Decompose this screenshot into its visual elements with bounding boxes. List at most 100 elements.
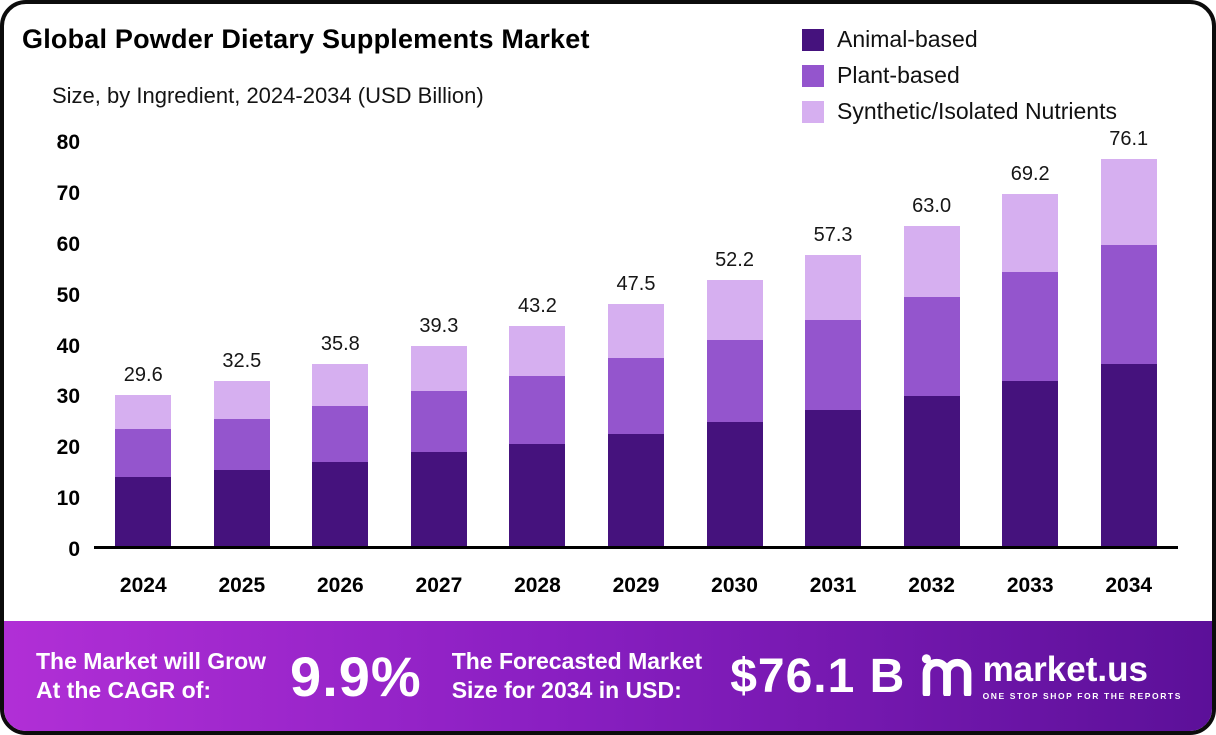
y-tick-label: 40 bbox=[56, 334, 80, 358]
bar-segment bbox=[903, 225, 960, 297]
bar-total-label: 76.1 bbox=[1109, 127, 1149, 150]
stacked-bar bbox=[115, 395, 172, 546]
stacked-bar bbox=[509, 326, 566, 546]
bar-total-label: 57.3 bbox=[813, 223, 853, 246]
stacked-bar bbox=[706, 280, 763, 546]
forecast-label-line2: Size for 2034 in USD: bbox=[451, 677, 682, 703]
y-tick-label: 70 bbox=[56, 181, 80, 205]
bar-total-label: 39.3 bbox=[419, 315, 459, 338]
bar-segment bbox=[509, 444, 566, 546]
forecast-label: The Forecasted Market Size for 2034 in U… bbox=[452, 647, 703, 706]
bar-segment bbox=[607, 434, 664, 546]
y-tick-label: 10 bbox=[56, 487, 80, 511]
bar-segment bbox=[312, 363, 369, 407]
bar-segment bbox=[706, 422, 763, 546]
bar-segment bbox=[805, 410, 862, 546]
x-axis-label: 2030 bbox=[711, 574, 758, 597]
bar-total-label: 43.2 bbox=[517, 295, 557, 318]
bar-column-2032: 63.0 2032 bbox=[882, 139, 981, 597]
y-tick-label: 20 bbox=[56, 436, 80, 460]
bar-total-label: 69.2 bbox=[1010, 162, 1050, 185]
bar-column-2031: 57.3 2031 bbox=[784, 139, 883, 597]
bar-segment bbox=[1002, 193, 1059, 273]
bar-segment bbox=[1100, 364, 1157, 546]
bar-segment bbox=[312, 406, 369, 463]
x-axis-label: 2028 bbox=[514, 574, 561, 597]
bar-segment bbox=[903, 296, 960, 396]
x-axis-label: 2025 bbox=[218, 574, 266, 597]
cagr-label-line1: The Market will Grow bbox=[36, 647, 267, 674]
chart-header: Global Powder Dietary Supplements Market… bbox=[4, 4, 1212, 125]
bar-column-2029: 47.5 2029 bbox=[587, 139, 686, 597]
y-tick-label: 80 bbox=[56, 131, 80, 154]
plot-area: 29.6 2024 32.5 2025 35.8 2026 39.3 2027 43.2 2028… bbox=[94, 128, 1178, 597]
legend-label: Synthetic/Isolated Nutrients bbox=[837, 98, 1117, 124]
bar-segment bbox=[805, 254, 862, 320]
bar-segment bbox=[509, 326, 566, 376]
bar-segment bbox=[706, 280, 763, 340]
bar-segment bbox=[805, 319, 862, 411]
x-axis-label: 2031 bbox=[809, 574, 857, 597]
stacked-bar bbox=[805, 254, 862, 546]
stacked-bar bbox=[410, 346, 467, 546]
bar-total-label: 29.6 bbox=[123, 364, 163, 387]
bar-segment bbox=[312, 462, 369, 546]
bar-column-2026: 35.8 2026 bbox=[291, 139, 390, 597]
bar-total-label: 63.0 bbox=[912, 194, 952, 217]
legend-item-plant-based: Plant-based bbox=[802, 62, 1182, 89]
bar-segment bbox=[213, 418, 270, 470]
bar-segment bbox=[115, 477, 172, 546]
bar-segment bbox=[213, 380, 270, 419]
bar-segment bbox=[706, 339, 763, 423]
y-tick-label: 30 bbox=[56, 385, 80, 409]
brand-text: market.us ONE STOP SHOP FOR THE REPORTS bbox=[983, 652, 1182, 701]
bar-segment bbox=[509, 375, 566, 445]
bar-total-label: 35.8 bbox=[320, 332, 360, 355]
bar-segment bbox=[213, 469, 270, 546]
x-axis-label: 2033 bbox=[1006, 574, 1054, 597]
stacked-bar bbox=[312, 363, 369, 546]
legend: Animal-based Plant-based Synthetic/Isola… bbox=[802, 24, 1182, 125]
chart-title: Global Powder Dietary Supplements Market bbox=[22, 24, 590, 54]
forecast-label-line1: The Forecasted Market bbox=[451, 647, 703, 674]
legend-label: Plant-based bbox=[837, 62, 960, 88]
bar-segment bbox=[410, 451, 467, 546]
bar-segment bbox=[1100, 244, 1157, 365]
bar-total-label: 52.2 bbox=[715, 249, 754, 272]
chart-subtitle: Size, by Ingredient, 2024-2034 (USD Bill… bbox=[52, 83, 484, 108]
bar-segment bbox=[410, 390, 467, 452]
x-axis-label: 2026 bbox=[316, 574, 364, 597]
bar-segment bbox=[1002, 272, 1059, 381]
x-axis-label: 2032 bbox=[908, 574, 955, 597]
stacked-bar bbox=[213, 380, 270, 546]
legend-item-animal-based: Animal-based bbox=[802, 26, 1182, 53]
brand: market.us ONE STOP SHOP FOR THE REPORTS bbox=[921, 652, 1182, 701]
bar-column-2034: 76.1 2034 bbox=[1079, 128, 1178, 597]
bar-total-label: 32.5 bbox=[222, 349, 262, 372]
x-axis-label: 2034 bbox=[1105, 574, 1153, 597]
y-axis: 0 10 20 30 40 50 60 70 80 bbox=[16, 132, 94, 560]
bar-total-label: 47.5 bbox=[616, 273, 656, 296]
bar-segment bbox=[1100, 158, 1157, 245]
legend-swatch-synthetic bbox=[802, 100, 824, 123]
x-axis-label: 2029 bbox=[612, 574, 660, 597]
y-tick-label: 60 bbox=[56, 232, 80, 256]
bar-segment bbox=[115, 429, 172, 478]
stacked-bar bbox=[1100, 158, 1157, 546]
forecast-value: $76.1 B bbox=[730, 649, 906, 703]
bar-segment bbox=[903, 395, 960, 546]
x-axis-label: 2027 bbox=[415, 574, 463, 597]
cagr-label: The Market will Grow At the CAGR of: bbox=[36, 647, 266, 706]
bar-column-2033: 69.2 2033 bbox=[981, 139, 1080, 597]
title-block: Global Powder Dietary Supplements Market… bbox=[22, 24, 802, 125]
stacked-bar bbox=[903, 225, 960, 546]
bar-segment bbox=[607, 304, 664, 358]
bar-column-2025: 32.5 2025 bbox=[193, 139, 292, 597]
footer-banner: The Market will Grow At the CAGR of: 9.9… bbox=[4, 621, 1212, 731]
bar-segment bbox=[115, 395, 172, 429]
brand-name: market.us bbox=[982, 649, 1148, 689]
legend-swatch-plant-based bbox=[802, 64, 824, 87]
x-axis-label: 2024 bbox=[119, 574, 167, 597]
bar-segment bbox=[1002, 380, 1059, 546]
